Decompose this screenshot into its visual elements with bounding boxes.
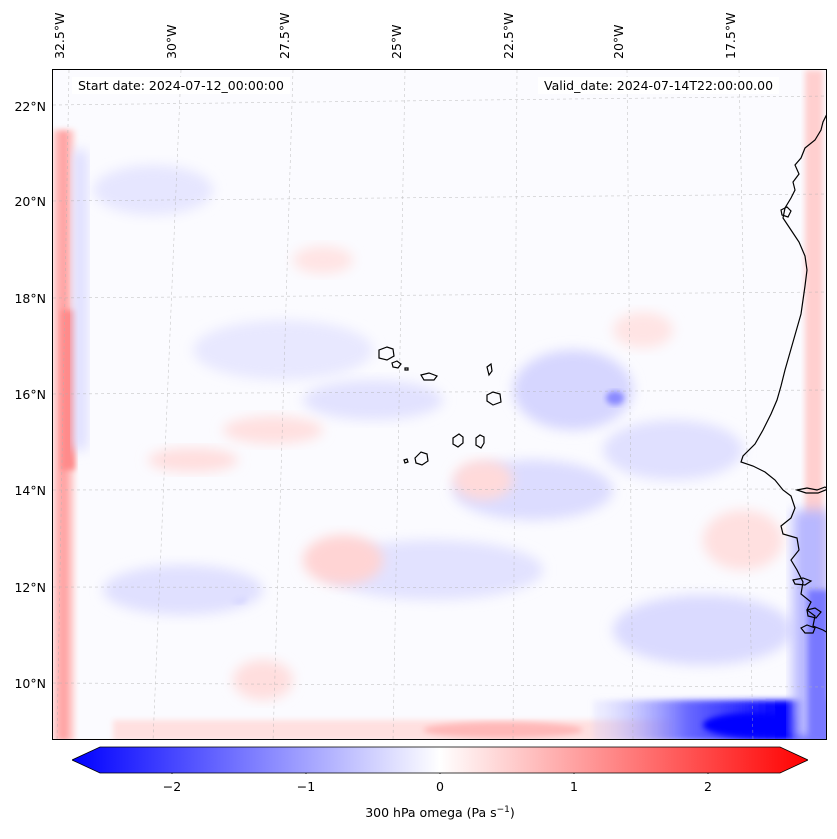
valid-date-label: Valid_date: 2024-07-14T22:00:00.00 bbox=[538, 77, 780, 94]
map-panel[interactable] bbox=[52, 69, 827, 740]
colorbar-title-main: 300 hPa omega (Pa s bbox=[365, 805, 497, 821]
lat-label-10n: 10°N bbox=[14, 676, 46, 691]
colorbar-tick-2: 2 bbox=[704, 779, 712, 794]
lon-label-17-5w: 17.5°W bbox=[723, 12, 738, 59]
omega-field-patches bbox=[53, 70, 826, 739]
omega-colorbar bbox=[72, 746, 808, 774]
lon-label-27-5w: 27.5°W bbox=[277, 12, 292, 59]
start-date-label: Start date: 2024-07-12_00:00:00 bbox=[72, 77, 290, 94]
lat-label-18n: 18°N bbox=[14, 291, 46, 306]
colorbar-title: 300 hPa omega (Pa s−1) bbox=[240, 805, 640, 820]
colorbar-tick-minus2: −2 bbox=[162, 779, 182, 794]
lat-label-12n: 12°N bbox=[14, 580, 46, 595]
west-edge-strong-band bbox=[61, 310, 75, 470]
lat-label-14n: 14°N bbox=[14, 483, 46, 498]
colorbar-tick-1: 1 bbox=[570, 779, 578, 794]
lon-label-22-5w: 22.5°W bbox=[501, 12, 516, 59]
lat-label-20n: 20°N bbox=[14, 194, 46, 209]
lon-label-30w: 30°W bbox=[164, 24, 179, 59]
cape-verde-islands bbox=[378, 346, 502, 466]
omega-field-map bbox=[53, 70, 826, 739]
lat-label-16n: 16°N bbox=[14, 387, 46, 402]
colorbar-title-exponent: −1 bbox=[496, 805, 510, 815]
lon-label-32-5w: 32.5°W bbox=[52, 12, 67, 59]
west-africa-coastline bbox=[740, 114, 826, 634]
colorbar-body bbox=[72, 746, 808, 774]
lon-label-20w: 20°W bbox=[611, 24, 626, 59]
colorbar-ticks bbox=[171, 773, 709, 774]
west-blue-streak bbox=[73, 150, 87, 450]
lat-label-22n: 22°N bbox=[14, 99, 46, 114]
graticule bbox=[53, 70, 826, 739]
colorbar-tick-minus1: −1 bbox=[296, 779, 316, 794]
lon-label-25w: 25°W bbox=[389, 24, 404, 59]
colorbar-tick-0: 0 bbox=[436, 779, 444, 794]
colorbar-title-close: ) bbox=[509, 805, 515, 821]
